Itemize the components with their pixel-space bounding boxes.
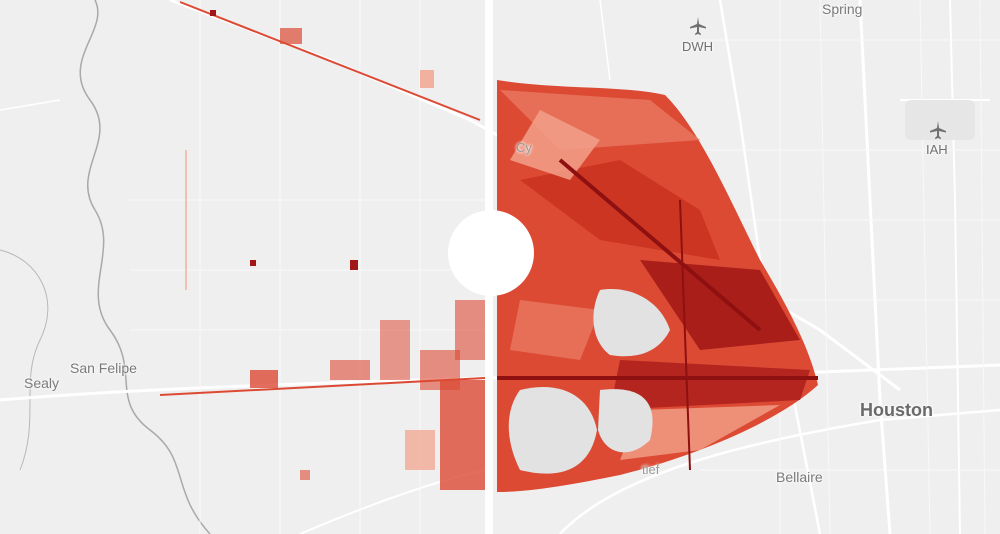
heat-right-texture: [497, 90, 818, 471]
airport-label-iah: IAH: [926, 142, 948, 157]
minor-roads: [130, 0, 1000, 534]
place-label-cypress: Cy: [516, 140, 532, 155]
place-label-houston: Houston: [860, 400, 933, 420]
barker-reservoir: [508, 386, 597, 474]
airplane-icon: [930, 121, 946, 139]
creek: [0, 249, 49, 471]
place-label-partial: tief: [642, 462, 660, 477]
place-label-sealy: Sealy: [24, 375, 60, 391]
place-label-san-felipe: San Felipe: [70, 360, 137, 376]
place-label-spring: Spring: [822, 1, 863, 17]
addicks-reservoir: [593, 289, 670, 357]
place-label-bellaire: Bellaire: [776, 469, 823, 485]
barker-reservoir-2: [598, 389, 653, 453]
airport-label-dwh: DWH: [682, 39, 714, 54]
heat-left-sparse: [159, 1, 486, 490]
airplane-icon: [690, 17, 706, 35]
compare-slider-handle[interactable]: [448, 210, 534, 296]
river: [79, 0, 211, 534]
airport-area: [905, 100, 975, 140]
